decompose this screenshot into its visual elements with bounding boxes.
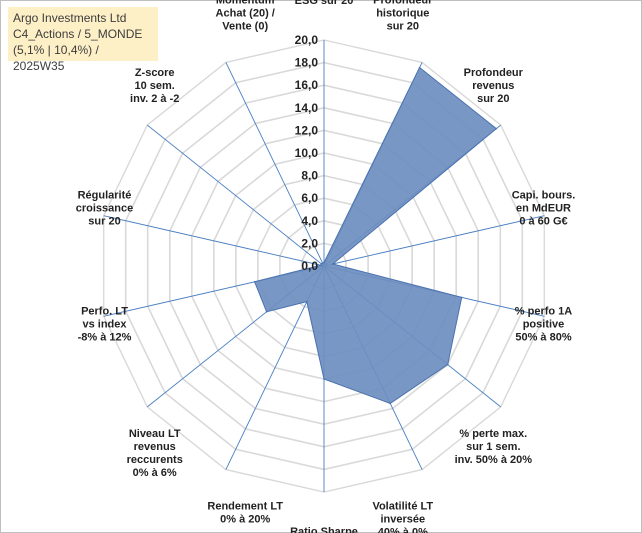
fund-period: (5,1% | 10,4%) / 2025W35 [13, 43, 99, 73]
axis-label-line: croissance [76, 203, 133, 215]
tick-label-2: 4,0 [301, 214, 318, 228]
data-point-4 [460, 296, 463, 299]
axis-label-line: 50% à 80% [515, 331, 571, 343]
axis-label-line: sur 1 sem. [466, 441, 520, 453]
axis-label-line: -8% à 12% [78, 331, 132, 343]
tick-label-1: 2,0 [301, 236, 318, 250]
axis-label-line: revenus [134, 441, 176, 453]
data-point-10 [253, 281, 256, 283]
tick-label-0: 0,0 [301, 259, 318, 273]
spoke-3 [323, 215, 545, 267]
axis-label-line: en MdEUR [516, 203, 571, 215]
tick-label-3: 6,0 [301, 191, 318, 205]
axis-label-line: revenus [472, 80, 514, 92]
axis-label-5: % perte max.sur 1 sem.inv. 50% à 20% [455, 428, 533, 466]
axis-label-line: Achat (20) / [216, 8, 275, 20]
axis-label-line: 0 à 60 G€ [519, 216, 567, 228]
axis-label-line: Capi. bours. [512, 190, 576, 202]
axis-label-line: historique [376, 8, 429, 20]
tick-label-8: 16,0 [295, 78, 319, 92]
axis-label-7: Ratio Sharpe0 à 1 [290, 526, 358, 533]
axis-label-line: Z-score [135, 67, 175, 79]
axis-label-line: Rendement LT [207, 500, 283, 512]
data-point-7 [323, 378, 325, 380]
data-point-12 [320, 263, 323, 265]
data-point-0 [323, 261, 325, 264]
tick-label-7: 14,0 [295, 101, 319, 115]
axis-label-line: vs index [82, 318, 127, 330]
axis-label-line: sur 20 [387, 21, 419, 33]
axis-label-line: Profondeur [464, 67, 524, 79]
axis-label-line: sur 20 [477, 93, 509, 105]
axis-label-8: Rendement LT0% à 20% [207, 500, 283, 525]
data-point-5 [446, 363, 449, 366]
fund-category: C4_Actions / 5_MONDE [13, 27, 143, 41]
axis-label-line: 40% à 0% [378, 526, 428, 533]
fund-name: Argo Investments Ltd [13, 11, 127, 25]
tick-label-4: 8,0 [301, 169, 318, 183]
data-point-11 [319, 264, 322, 267]
axis-label-line: reccurents [127, 454, 183, 466]
tick-label-9: 18,0 [295, 56, 319, 70]
data-point-13 [321, 262, 324, 264]
axis-label-line: Momentum [216, 0, 275, 7]
axis-label-line: 10 sem. [135, 80, 175, 92]
data-point-9 [265, 311, 268, 313]
radial-tick-labels: 0,0 2,0 4,0 6,0 8,0 10,0 12,0 14,0 16,0 18,0 20,0 [295, 33, 319, 273]
spoke-13 [225, 62, 325, 267]
axis-label-line: % perfo 1A [515, 305, 573, 317]
axis-label-line: Régularité [78, 190, 132, 202]
tick-label-6: 12,0 [295, 123, 319, 137]
fund-info-box: Argo Investments Ltd C4_Actions / 5_MOND… [8, 7, 158, 73]
axis-label-line: 0% à 20% [220, 513, 270, 525]
data-point-8 [306, 300, 308, 303]
axis-label-line: inv. 2 à -2 [130, 93, 179, 105]
axis-label-line: inv. 50% à 20% [455, 454, 533, 466]
axis-label-line: ESG sur 20 [295, 0, 354, 7]
data-point-3 [332, 263, 334, 265]
spoke-12 [147, 124, 325, 267]
axis-label-0: NoteESG sur 20 [295, 0, 354, 7]
axis-label-line: Perfo. LT [81, 305, 128, 317]
radar-series-area [253, 66, 498, 405]
data-point-1 [418, 66, 421, 69]
axis-label-line: Volatilité LT [372, 500, 433, 512]
axis-label-line: Vente (0) [222, 21, 268, 33]
axis-label-line: inversée [380, 513, 425, 525]
data-point-6 [389, 402, 392, 405]
axis-label-line: Ratio Sharpe [290, 526, 358, 533]
axis-label-line: % perte max. [459, 428, 527, 440]
axis-label-line: Profondeur [373, 0, 433, 7]
tick-label-10: 20,0 [295, 33, 319, 47]
data-point-2 [495, 127, 498, 130]
axis-label-line: positive [523, 318, 565, 330]
spoke-11 [103, 215, 325, 267]
tick-label-5: 10,0 [295, 146, 319, 160]
axis-label-line: Niveau LT [129, 428, 181, 440]
axis-label-line: 0% à 6% [133, 467, 177, 479]
axis-label-line: sur 20 [88, 216, 120, 228]
